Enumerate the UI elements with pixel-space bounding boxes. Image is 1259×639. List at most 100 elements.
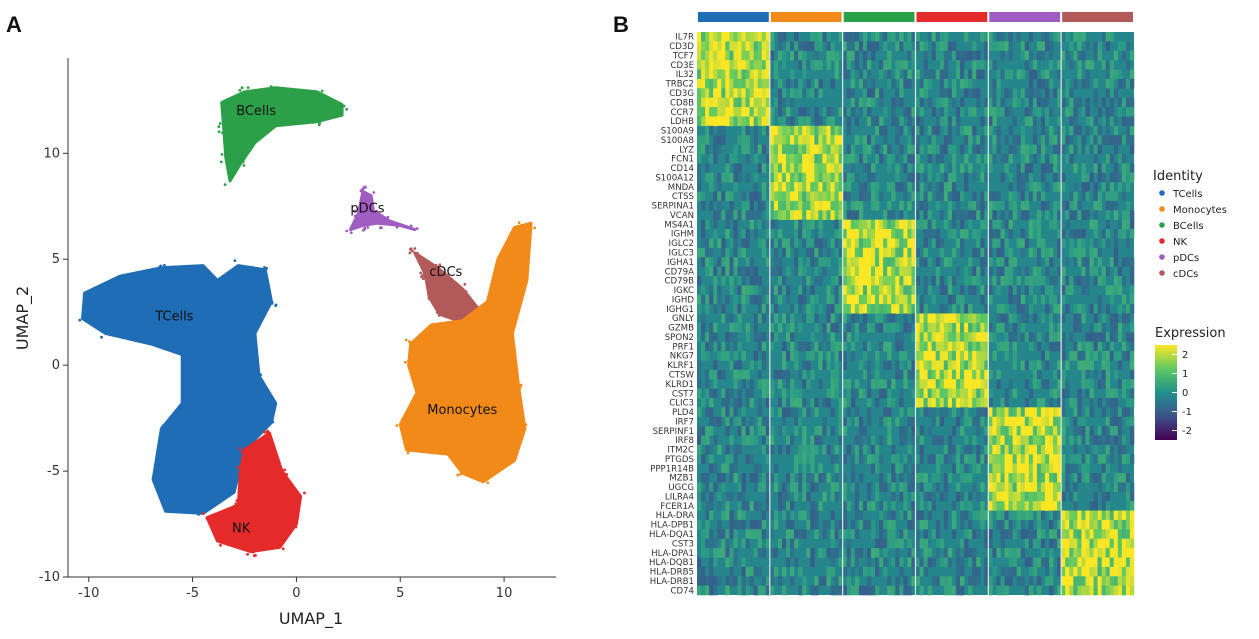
heatmap-cell [907, 144, 912, 155]
heatmap-cell [1081, 266, 1086, 277]
heatmap-cell [725, 78, 730, 89]
heatmap-cell [992, 191, 997, 202]
heatmap-cell [705, 88, 710, 98]
heatmap-cell [709, 510, 714, 521]
heatmap-cell [927, 163, 932, 174]
heatmap-cell [996, 322, 1001, 333]
heatmap-cell [1077, 538, 1082, 549]
heatmap-cell [854, 153, 860, 164]
heatmap-cell [850, 88, 856, 98]
heatmap-cell [1000, 322, 1005, 333]
heatmap-cell [951, 41, 957, 52]
heatmap-cell [733, 473, 738, 483]
heatmap-cell [1053, 482, 1058, 493]
heatmap-cell [899, 238, 904, 249]
heatmap-cell [891, 116, 896, 127]
heatmap-cell [806, 78, 811, 89]
heatmap-cell [818, 153, 823, 164]
heatmap-cell [1109, 416, 1115, 427]
heatmap-cell [915, 454, 920, 464]
umap-point [386, 215, 390, 219]
heatmap-cell [854, 219, 860, 230]
heatmap-row [697, 360, 1135, 371]
heatmap-cell [895, 360, 900, 371]
heatmap-cell [721, 69, 726, 80]
heatmap-cell [972, 125, 977, 136]
heatmap-cell [1093, 491, 1098, 502]
heatmap-cell [733, 60, 738, 70]
heatmap-cell [709, 566, 714, 577]
heatmap-cell [1012, 116, 1017, 127]
heatmap-cell [705, 341, 710, 352]
heatmap-cell [915, 116, 920, 127]
heatmap-cell [1008, 313, 1013, 324]
heatmap-cell [1049, 78, 1054, 89]
heatmap-cell [887, 294, 892, 305]
heatmap-cell [830, 116, 835, 127]
heatmap-cell [773, 247, 779, 258]
heatmap-cell [903, 191, 908, 202]
heatmap-cell [919, 435, 924, 446]
heatmap-cell [1129, 538, 1135, 549]
colorbar-tick-label: 1 [1182, 369, 1188, 380]
heatmap-cell [1036, 416, 1042, 427]
heatmap-cell [996, 200, 1001, 211]
heatmap-cell [1004, 585, 1009, 596]
umap-point [151, 475, 155, 479]
heatmap-cell [907, 116, 912, 127]
heatmap-cell [931, 351, 937, 361]
heatmap-cell [838, 182, 843, 192]
heatmap-cell [850, 229, 856, 239]
heatmap-cell [786, 172, 791, 183]
heatmap-cell [1036, 247, 1042, 258]
heatmap-cell [1105, 341, 1111, 352]
heatmap-cell [826, 32, 831, 42]
heatmap-cell [765, 238, 771, 249]
heatmap-cell [935, 50, 941, 61]
heatmap-cell [717, 69, 722, 80]
heatmap-cell [814, 144, 819, 155]
heatmap-cell [1113, 135, 1119, 145]
heatmap-cell [834, 163, 839, 174]
heatmap-cell [951, 369, 957, 380]
heatmap-cell [697, 426, 702, 436]
heatmap-cell [927, 285, 932, 296]
heatmap-cell [1049, 416, 1054, 427]
heatmap-cell [1012, 491, 1017, 502]
heatmap-cell [915, 388, 920, 399]
heatmap-cell [1077, 200, 1082, 211]
heatmap-cell [721, 116, 726, 127]
heatmap-cell [1089, 332, 1094, 342]
heatmap-cell [887, 435, 892, 446]
umap-point [486, 481, 490, 485]
heatmap-cell [976, 135, 981, 145]
heatmap-cell [818, 473, 823, 483]
heatmap-cell [1109, 172, 1115, 183]
heatmap-cell [1012, 257, 1017, 267]
heatmap-cell [830, 172, 835, 183]
heatmap-cell [765, 88, 771, 98]
heatmap-cell [903, 163, 908, 174]
heatmap-cell [988, 538, 993, 549]
heatmap-cell [733, 416, 738, 427]
heatmap-cell [757, 275, 763, 286]
umap-point [234, 502, 238, 506]
heatmap-cell [765, 116, 771, 127]
heatmap-cell [988, 529, 993, 539]
heatmap-cell [931, 388, 937, 399]
heatmap-cell [895, 238, 900, 249]
heatmap-cell [976, 557, 981, 568]
heatmap-cell [879, 285, 884, 296]
heatmap-cell [996, 548, 1001, 558]
heatmap-cell [1081, 585, 1086, 596]
heatmap-cell [846, 294, 852, 305]
heatmap-cell [818, 210, 823, 220]
heatmap-cell [1093, 548, 1098, 558]
umap-point [294, 497, 298, 500]
heatmap-cell [1105, 444, 1111, 455]
heatmap-cell [709, 172, 714, 183]
heatmap-cell [794, 219, 799, 230]
heatmap-cell [968, 313, 973, 324]
heatmap-cell [1129, 332, 1135, 342]
heatmap-cell [1024, 491, 1030, 502]
